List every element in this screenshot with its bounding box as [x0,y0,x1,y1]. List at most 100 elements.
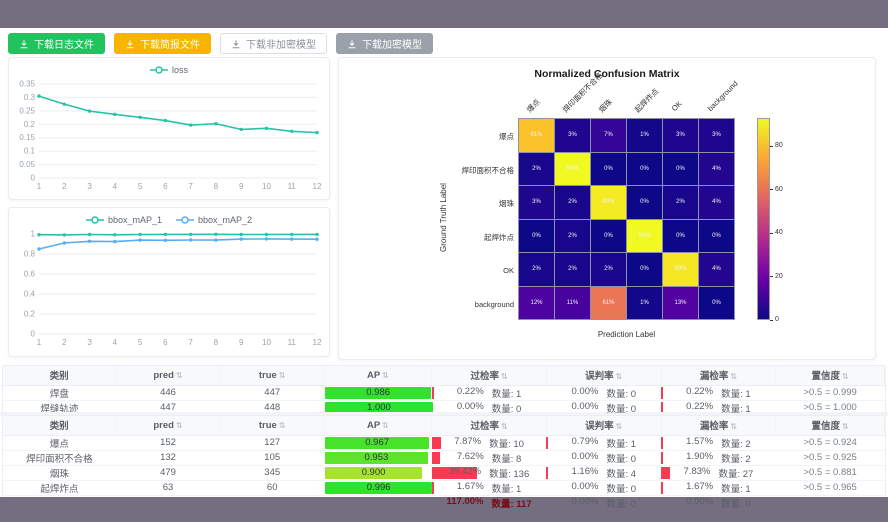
sort-icon[interactable]: ⇅ [175,420,183,430]
matrix-y-axis-label: Ground Truth Label [438,183,448,252]
download-button-2[interactable]: 下载非加密模型 [220,33,327,54]
cell-miss-rate: 1.67% 数量: 1 [661,480,776,496]
svg-text:0: 0 [31,330,36,339]
matrix-cell: 0% [591,152,626,185]
svg-text:7: 7 [188,338,193,347]
legend-marker-icon [85,215,104,224]
matrix-cell: 90% [591,186,626,219]
sort-icon[interactable]: ⇅ [382,420,389,430]
download-icon [126,39,134,48]
sort-icon[interactable]: ⇅ [842,372,849,382]
sort-icon[interactable]: ⇅ [175,370,183,380]
sort-icon[interactable]: ⇅ [278,370,286,380]
column-header-漏检率[interactable]: 漏检率 ⇅ [661,366,777,386]
sort-icon[interactable]: ⇅ [500,422,508,432]
sort-icon[interactable]: ⇅ [730,422,738,432]
matrix-cell: 13% [663,286,698,319]
map-line-chart: 00.20.40.60.811 2 3 4 5 6 7 8 9 10 11 12 [24,230,322,348]
cell-class: 烟珠 [3,465,116,481]
bottom-window-band [0,497,888,522]
sort-icon[interactable]: ⇅ [842,422,849,432]
download-button-3[interactable]: 下载加密模型 [336,33,433,54]
matrix-column-label: 爆点 [524,97,542,115]
ap-bar: 0.986 [325,386,432,399]
matrix-cell: 89% [663,253,698,286]
svg-text:0.4: 0.4 [24,290,36,299]
cell-confidence: >0.5 = 0.924 [775,435,885,451]
map-chart-legend: bbox_mAP_1 bbox_mAP_2 [9,208,329,226]
cell-miss-rate: 7.83% 数量: 27 [661,465,776,481]
legend-item-loss[interactable]: loss [149,63,188,76]
download-button-1[interactable]: 下载简报文件 [114,33,211,54]
matrix-cell: 0% [519,219,554,252]
rate-bar [431,466,477,479]
colorbar-tick-label: 40 [775,229,783,237]
cell-miss-rate: 0.22% 数量: 1 [661,400,776,415]
class-metrics-table: 类别 pred ⇅ true ⇅ AP ⇅ 过检率 ⇅ 误判率 ⇅ 漏检率 ⇅ 置信度 ⇅ 爆点 152 127 0… [2,415,886,511]
matrix-cell: 2% [519,253,554,286]
column-header-误判率[interactable]: 误判率 ⇅ [546,366,662,386]
svg-text:10: 10 [262,182,271,191]
cell-ap: 1.000 [324,400,433,415]
ap-bar: 0.900 [325,466,422,479]
cell-class: 焊印面积不合格 [3,450,116,466]
column-header-过检率[interactable]: 过检率 ⇅ [431,366,547,386]
sort-icon[interactable]: ⇅ [615,422,623,432]
colorbar-tick [770,189,773,191]
column-header-过检率[interactable]: 过检率 ⇅ [431,416,547,436]
matrix-column-label: OK [669,98,684,113]
column-header-pred[interactable]: pred ⇅ [115,366,221,386]
sort-icon[interactable]: ⇅ [382,370,389,380]
matrix-cell: 0% [591,219,626,252]
colorbar-tick [770,145,773,147]
legend-item-bbox_mAP_1[interactable]: bbox_mAP_1 [85,213,162,226]
matrix-row-label: 焊印面积不合格 [461,165,515,175]
column-header-true[interactable]: true ⇅ [220,366,325,386]
svg-text:6: 6 [163,182,168,191]
rate-bar [661,451,664,464]
legend-item-bbox_mAP_2[interactable]: bbox_mAP_2 [176,213,252,226]
svg-text:1: 1 [37,182,42,191]
column-header-true[interactable]: true ⇅ [220,416,325,436]
cell-pred: 132 [115,450,221,466]
svg-text:0.2: 0.2 [24,120,36,129]
cell-ap: 0.953 [324,450,432,466]
cell-miss-rate: 1.90% 数量: 2 [661,450,776,466]
cell-true: 105 [220,450,325,466]
table-row: 起焊炸点 63 60 0.996 1.67% 数量: 1 0.00% 数量: 0 1.67% 数量… [3,480,885,496]
cell-pred: 446 [115,385,221,401]
matrix-cell: 2% [591,253,626,286]
download-button-0[interactable]: 下载日志文件 [8,33,105,54]
matrix-column-label: 烟珠 [596,97,614,115]
cell-overdetect-rate: 7.62% 数量: 8 [431,450,547,466]
column-header-置信度[interactable]: 置信度 ⇅ [775,366,885,386]
rate-bar [661,401,664,414]
column-header-pred[interactable]: pred ⇅ [115,416,221,436]
sort-icon[interactable]: ⇅ [500,372,508,382]
confusion-matrix-title: Normalized Confusion Matrix [534,68,680,80]
svg-text:11: 11 [288,182,297,191]
cell-pred: 447 [160,402,176,413]
cell-ap: 0.967 [324,435,432,451]
svg-text:2: 2 [62,182,67,191]
matrix-cell: 0% [627,253,662,286]
column-header-类别: 类别 [3,366,117,386]
sort-icon[interactable]: ⇅ [278,420,286,430]
matrix-cell: 0% [663,219,698,252]
ap-bar: 0.953 [325,451,428,464]
column-header-漏检率[interactable]: 漏检率 ⇅ [661,416,777,436]
sort-icon[interactable]: ⇅ [615,372,623,382]
matrix-cell: 61% [591,286,626,319]
column-header-AP[interactable]: AP ⇅ [324,366,433,386]
cell-class: 焊缝轨迹 [40,403,79,415]
svg-text:0.05: 0.05 [19,160,35,169]
svg-text:1: 1 [31,230,36,239]
table-row: 焊印面积不合格 132 105 0.953 7.62% 数量: 8 0.00% 数量: 0 1.… [3,450,885,466]
column-header-AP[interactable]: AP ⇅ [324,416,433,436]
cell-ap: 0.900 [324,465,432,481]
column-header-置信度[interactable]: 置信度 ⇅ [775,416,885,436]
column-header-误判率[interactable]: 误判率 ⇅ [546,416,662,436]
matrix-cell: 2% [555,219,590,252]
matrix-cell: 2% [555,253,590,286]
sort-icon[interactable]: ⇅ [730,372,738,382]
